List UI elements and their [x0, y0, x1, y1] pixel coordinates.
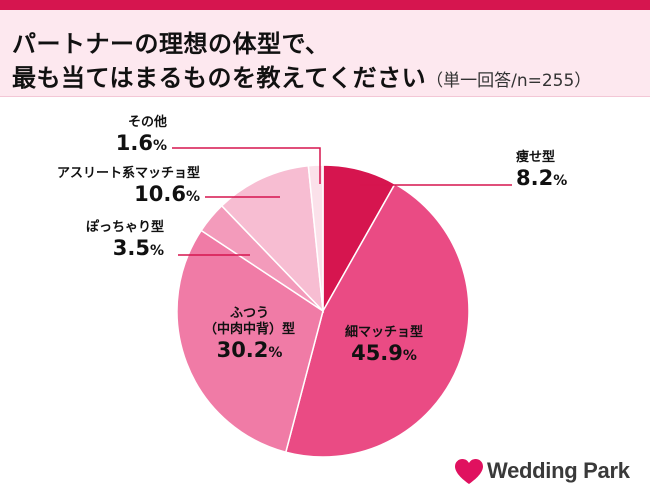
- label-athlete-value: 10.6: [134, 182, 186, 206]
- label-athlete-name: アスリート系マッチョ型: [56, 166, 200, 181]
- chart-title-line-1: パートナーの理想の体型で、: [12, 30, 330, 58]
- label-hoso: 細マッチョ型 45.9%: [345, 325, 423, 369]
- label-yase-name: 痩せ型: [516, 150, 556, 165]
- chart-subtitle: （単一回答/n=255）: [426, 71, 592, 91]
- logo-text: Wedding Park: [487, 458, 630, 483]
- pie-slice-6: [307, 164, 324, 312]
- label-pocha-value: 3.5: [112, 236, 150, 260]
- label-futsu-name-2: （中肉中背）型: [204, 322, 296, 337]
- chart-title-line-2: 最も当てはまるものを教えてください（単一回答/n=255）: [12, 58, 591, 93]
- heart-icon: [455, 459, 483, 484]
- wedding-park-logo: Wedding Park: [455, 458, 645, 486]
- pie-slices: [176, 164, 470, 458]
- pie-slice-5: [220, 164, 324, 314]
- label-futsu-name-1: ふつう: [230, 306, 270, 321]
- label-hoso-name: 細マッチョ型: [345, 325, 424, 340]
- header-banner: パートナーの理想の体型で、 最も当てはまるものを教えてください（単一回答/n=2…: [0, 10, 650, 97]
- pie-slice-3: [176, 229, 324, 454]
- label-other: その他 1.6%: [116, 115, 167, 159]
- label-pocha-pct: %: [149, 243, 164, 259]
- label-other-pct: %: [152, 138, 167, 154]
- label-yase-pct: %: [553, 173, 568, 189]
- label-pocha: ぽっちゃり型 3.5%: [86, 220, 164, 264]
- label-athlete: アスリート系マッチョ型 10.6%: [57, 166, 200, 210]
- label-futsu-pct: %: [268, 345, 283, 361]
- chart-title-text: 最も当てはまるものを教えてください: [12, 64, 427, 92]
- label-other-value: 1.6: [115, 131, 153, 155]
- label-hoso-value: 45.9: [351, 341, 403, 365]
- label-yase-value: 8.2: [516, 166, 554, 190]
- label-futsu: ふつう （中肉中背）型 30.2%: [204, 306, 295, 366]
- leader-line-other: [172, 147, 321, 184]
- label-pocha-name: ぽっちゃり型: [85, 220, 164, 235]
- label-hoso-pct: %: [402, 348, 417, 364]
- leader-lines: [172, 147, 512, 256]
- pie-slice-2: [284, 182, 470, 458]
- label-futsu-value: 30.2: [216, 338, 269, 362]
- label-yase: 痩せ型 8.2%: [516, 150, 567, 194]
- label-other-name: その他: [127, 115, 167, 130]
- label-athlete-pct: %: [185, 189, 200, 205]
- top-accent-bar: [0, 0, 650, 10]
